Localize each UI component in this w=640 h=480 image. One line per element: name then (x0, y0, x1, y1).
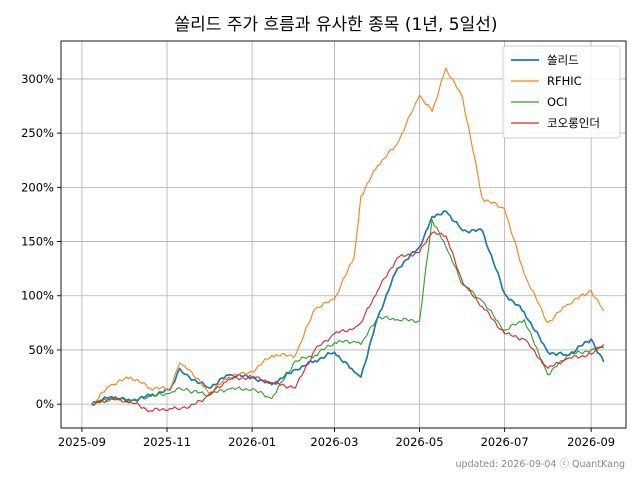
x-tick-label: 2025-11 (143, 435, 191, 449)
y-tick-label: 0% (36, 397, 54, 411)
x-tick-label: 2025-09 (58, 435, 106, 449)
chart-title: 쏠리드 주가 흐름과 유사한 종목 (1년, 5일선) (175, 15, 498, 35)
legend-label: 코오롱인더 (547, 116, 600, 130)
y-tick-label: 300% (21, 72, 54, 86)
x-tick-label: 2026-07 (481, 435, 529, 449)
legend: 쏠리드 RFHIC OCI 코오롱인더 (502, 45, 621, 139)
footer-credit: updated: 2026-09-04 ⓒ QuantKang (456, 459, 625, 470)
legend-label: 쏠리드 (547, 53, 579, 67)
plot-frame (60, 40, 627, 429)
x-tick-label: 2026-09 (567, 435, 615, 449)
series-line-1 (91, 67, 605, 405)
y-tick-label: 250% (21, 126, 54, 140)
legend-label: OCI (547, 95, 567, 109)
series-line-3 (91, 231, 605, 413)
y-axis: 0% 50% 100% 150% 200% 250% 300% (21, 72, 61, 411)
x-tick-label: 2026-03 (310, 435, 358, 449)
series-layer (91, 67, 605, 413)
y-tick-label: 50% (28, 343, 54, 357)
x-axis: 2025-09 2025-11 2026-01 2026-03 2026-05 2026-… (58, 428, 615, 449)
x-tick-label: 2026-01 (228, 435, 276, 449)
x-tick-label: 2026-05 (395, 435, 443, 449)
series-line-2 (91, 219, 604, 406)
legend-box (502, 45, 621, 139)
y-tick-label: 150% (21, 235, 54, 249)
y-tick-label: 200% (21, 180, 54, 194)
series-line-0 (91, 210, 605, 407)
y-tick-label: 100% (21, 289, 54, 303)
legend-label: RFHIC (547, 74, 582, 88)
